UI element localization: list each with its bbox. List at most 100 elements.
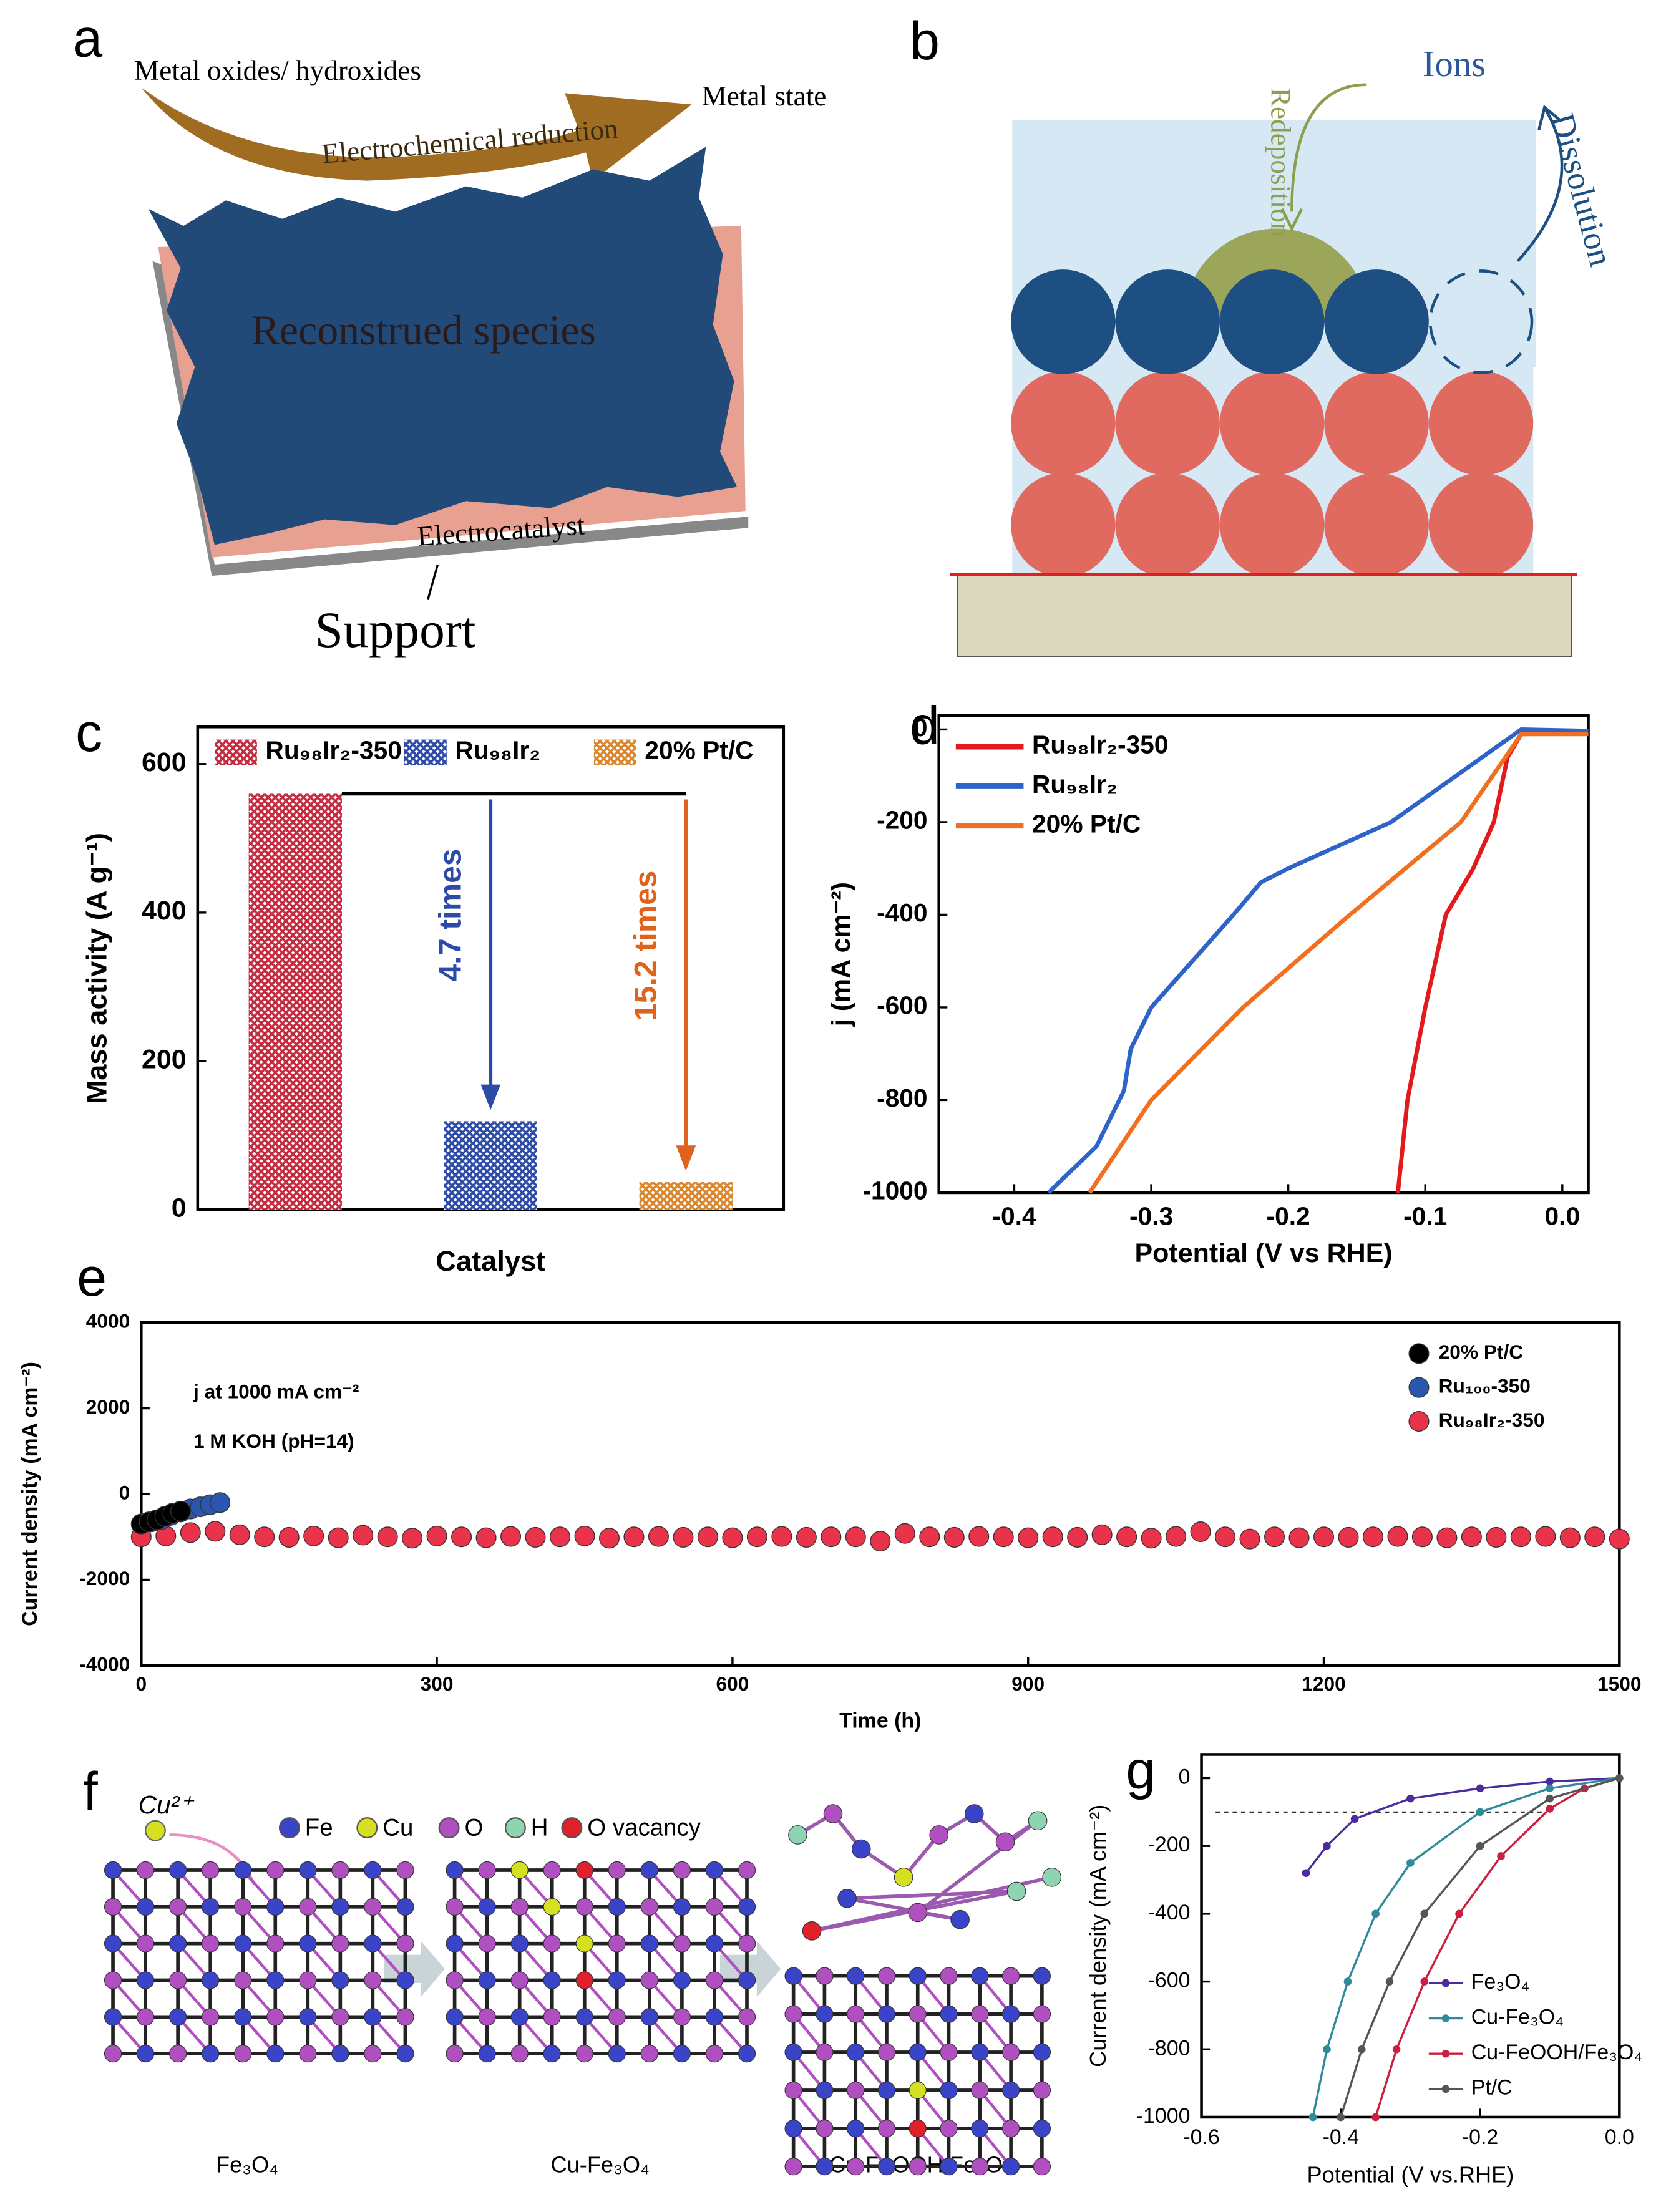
atom xyxy=(738,1898,756,1916)
arrow-end: Metal state xyxy=(702,80,827,112)
atom xyxy=(673,1934,691,1952)
atom xyxy=(575,2008,593,2026)
x-tick-label: -0.1 xyxy=(1403,1201,1447,1230)
data-point xyxy=(598,1528,620,1549)
atom xyxy=(168,2045,187,2063)
atom xyxy=(136,2045,155,2063)
atom xyxy=(1428,371,1534,476)
y-tick-label: -1000 xyxy=(1136,2104,1191,2128)
atom xyxy=(1001,1967,1020,1985)
x-axis-label: Time (h) xyxy=(839,1709,921,1732)
atom xyxy=(266,2045,285,2063)
atom xyxy=(234,1971,252,1989)
bond xyxy=(917,1819,1039,1914)
atom xyxy=(446,2008,464,2026)
atom xyxy=(396,1971,414,1989)
atom xyxy=(266,1898,285,1916)
atom xyxy=(738,2008,756,2026)
data-point xyxy=(870,1531,891,1552)
atom xyxy=(331,2045,349,2063)
data-line xyxy=(1088,732,1589,1194)
data-point xyxy=(1486,1526,1507,1548)
atom xyxy=(1001,2119,1020,2138)
data-point xyxy=(845,1526,866,1548)
atom xyxy=(266,1971,285,1989)
atom xyxy=(104,1898,122,1916)
atom xyxy=(1033,2119,1051,2138)
atom xyxy=(673,1898,691,1916)
atom xyxy=(364,2045,382,2063)
data-line xyxy=(1312,1777,1620,2118)
data-point xyxy=(1411,1526,1433,1548)
data-point xyxy=(180,1522,201,1543)
legend-label: Fe xyxy=(305,1815,333,1841)
atom xyxy=(299,1898,317,1916)
data-line xyxy=(1374,1777,1620,2118)
data-point xyxy=(1455,1909,1463,1918)
atom xyxy=(478,2008,496,2026)
data-point xyxy=(1476,1784,1484,1793)
atom xyxy=(266,1934,285,1952)
legend-label: Ru₁₀₀-350 xyxy=(1439,1375,1531,1397)
step-arrow xyxy=(719,1941,781,1997)
atom xyxy=(478,1861,496,1880)
data-point xyxy=(1116,1526,1137,1548)
atom xyxy=(234,2008,252,2026)
legend-marker xyxy=(1408,1343,1430,1364)
atom xyxy=(136,1861,155,1880)
y-axis-label: j (mA cm⁻²) xyxy=(826,882,856,1027)
x-tick-label: -0.4 xyxy=(992,1201,1036,1230)
data-point xyxy=(426,1525,447,1546)
data-point xyxy=(1141,1528,1162,1549)
atom xyxy=(1324,269,1429,374)
atom xyxy=(510,1971,529,1989)
atom xyxy=(909,2158,927,2176)
atom xyxy=(971,2081,989,2100)
atom xyxy=(364,1898,382,1916)
legend-label: Ru₉₈Ir₂-350 xyxy=(265,736,401,765)
plot-frame xyxy=(937,714,1590,1195)
y-tick-label: -800 xyxy=(1148,2036,1191,2060)
atom xyxy=(705,1934,724,1952)
atom xyxy=(950,1909,970,1929)
legend-swatch xyxy=(404,739,447,765)
atom xyxy=(331,1898,349,1916)
plot-frame xyxy=(1200,1753,1621,2119)
atom xyxy=(940,2158,958,2176)
legend-dot xyxy=(561,1817,583,1839)
y-tick-label: -400 xyxy=(1148,1901,1191,1924)
panel-label: d xyxy=(910,696,940,756)
legend-dot xyxy=(278,1817,300,1839)
dissolution-arrow xyxy=(1516,109,1564,263)
data-point xyxy=(1357,2045,1366,2054)
atom xyxy=(608,2045,626,2063)
data-point xyxy=(697,1526,718,1548)
surface-atoms xyxy=(1011,269,1429,374)
data-point xyxy=(1190,1521,1211,1543)
data-point xyxy=(1067,1526,1088,1548)
legend-label: Fe₃O₄ xyxy=(1471,1970,1530,1994)
panel-label: g xyxy=(1126,1740,1156,1800)
data-point xyxy=(1302,1869,1310,1878)
data-point xyxy=(722,1527,743,1548)
atom xyxy=(575,1971,593,1989)
atom xyxy=(446,1861,464,1880)
y-tick-label: -600 xyxy=(877,991,927,1020)
atom xyxy=(877,2005,896,2023)
atom xyxy=(705,2008,724,2026)
atom xyxy=(266,2008,285,2026)
atom xyxy=(510,1934,529,1952)
atom xyxy=(136,1898,155,1916)
x-tick-label: 0.0 xyxy=(1544,1201,1580,1230)
x-tick-label: -0.2 xyxy=(1267,1201,1310,1230)
atom xyxy=(1115,371,1220,476)
data-point xyxy=(968,1526,990,1547)
arrowhead xyxy=(480,1084,501,1110)
data-point xyxy=(1018,1527,1039,1548)
step-arrow xyxy=(384,1941,445,1997)
atom xyxy=(396,1898,414,1916)
atom xyxy=(543,1934,561,1952)
dissolved-atom xyxy=(1428,269,1534,374)
atom xyxy=(446,2045,464,2063)
data-point xyxy=(1385,1977,1394,1986)
